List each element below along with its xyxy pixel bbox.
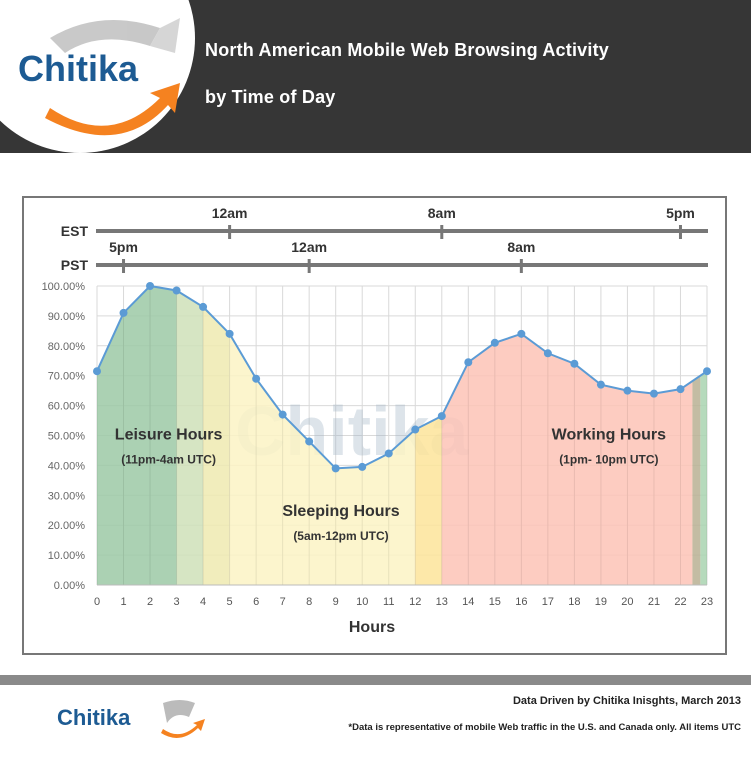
x-axis-title: Hours <box>349 619 395 636</box>
pst-mark-label: 12am <box>291 239 327 255</box>
footer-chitika-logo-icon: Chitika <box>57 700 205 738</box>
x-tick-label: 21 <box>648 596 660 608</box>
x-tick-label: 10 <box>356 596 368 608</box>
y-tick-label: 50.00% <box>48 431 86 443</box>
data-point <box>570 359 579 368</box>
x-tick-label: 17 <box>542 596 554 608</box>
title-line-1: North American Mobile Web Browsing Activ… <box>205 40 609 60</box>
data-point <box>172 286 181 295</box>
y-tick-label: 80.00% <box>48 341 86 353</box>
annotation-title: Sleeping Hours <box>282 503 399 520</box>
footer-divider <box>0 675 751 685</box>
x-tick-label: 8 <box>306 596 312 608</box>
x-tick-label: 13 <box>436 596 448 608</box>
hour-band <box>415 286 442 585</box>
footer-note: *Data is representative of mobile Web tr… <box>348 722 741 733</box>
data-point <box>543 349 552 358</box>
data-point <box>464 358 473 367</box>
footer-credit: Data Driven by Chitika Inisghts, March 2… <box>512 695 741 707</box>
data-point <box>331 464 340 473</box>
data-point <box>199 302 208 311</box>
x-tick-label: 12 <box>409 596 421 608</box>
hour-band <box>176 286 204 585</box>
y-tick-label: 60.00% <box>48 401 86 413</box>
y-tick-label: 20.00% <box>48 520 86 532</box>
pst-mark-label: 8am <box>507 239 535 255</box>
series-line <box>96 284 708 470</box>
y-tick-label: 90.00% <box>48 311 86 323</box>
hour-band <box>700 286 707 585</box>
y-tick-label: 40.00% <box>48 460 86 472</box>
x-tick-label: 20 <box>621 596 633 608</box>
y-tick-label: 100.00% <box>42 281 86 293</box>
data-point <box>225 329 234 338</box>
x-tick-label: 22 <box>674 596 686 608</box>
est-label: EST <box>61 223 89 239</box>
data-point <box>411 425 420 434</box>
x-tick-label: 14 <box>462 596 474 608</box>
pst-mark-label: 5pm <box>109 239 138 255</box>
data-point <box>119 308 128 317</box>
x-tick-label: 5 <box>227 596 233 608</box>
x-tick-label: 16 <box>515 596 527 608</box>
x-tick-label: 18 <box>568 596 580 608</box>
data-point <box>93 367 101 376</box>
footer-logo-text: Chitika <box>57 705 131 730</box>
est-mark-label: 5pm <box>666 205 695 221</box>
y-tick-label: 70.00% <box>48 371 86 383</box>
data-point <box>490 338 499 347</box>
data-point <box>596 380 605 389</box>
hour-band <box>203 286 230 585</box>
y-tick-label: 30.00% <box>48 490 86 502</box>
logo-text: Chitika <box>18 48 139 89</box>
data-point <box>358 462 367 471</box>
x-tick-label: 1 <box>120 596 126 608</box>
x-tick-label: 3 <box>174 596 180 608</box>
x-tick-label: 7 <box>280 596 286 608</box>
x-tick-label: 23 <box>701 596 713 608</box>
chart-panel <box>22 196 727 655</box>
data-point <box>384 449 393 458</box>
data-point <box>517 329 526 338</box>
data-point <box>703 367 711 376</box>
est-mark-label: 8am <box>428 205 456 221</box>
x-tick-label: 9 <box>333 596 339 608</box>
annotation-subtitle: (1pm- 10pm UTC) <box>559 453 658 467</box>
data-point <box>623 386 632 395</box>
y-tick-label: 10.00% <box>48 550 86 562</box>
pst-label: PST <box>61 257 89 273</box>
title-line-2: by Time of Day <box>205 87 336 107</box>
est-mark-label: 12am <box>212 205 248 221</box>
y-tick-label: 0.00% <box>54 580 85 592</box>
data-point <box>649 389 658 398</box>
annotation-subtitle: (5am-12pm UTC) <box>293 529 388 543</box>
annotation-subtitle: (11pm-4am UTC) <box>121 453 216 467</box>
x-tick-label: 11 <box>383 596 394 608</box>
x-tick-label: 19 <box>595 596 607 608</box>
data-point <box>305 437 314 446</box>
chitika-logo-icon: Chitika <box>18 18 180 136</box>
data-point <box>146 282 155 290</box>
data-point <box>676 385 685 394</box>
x-tick-label: 6 <box>253 596 259 608</box>
data-point <box>278 410 287 419</box>
hour-band <box>692 286 701 585</box>
data-point <box>437 412 446 421</box>
x-tick-label: 4 <box>200 596 206 608</box>
annotation-title: Working Hours <box>552 427 666 444</box>
data-point <box>252 374 261 383</box>
annotation-title: Leisure Hours <box>115 427 223 444</box>
x-tick-label: 2 <box>147 596 153 608</box>
x-tick-label: 0 <box>94 596 100 608</box>
x-tick-label: 15 <box>489 596 501 608</box>
header-banner: Chitika North American Mobile Web Browsi… <box>0 0 751 153</box>
